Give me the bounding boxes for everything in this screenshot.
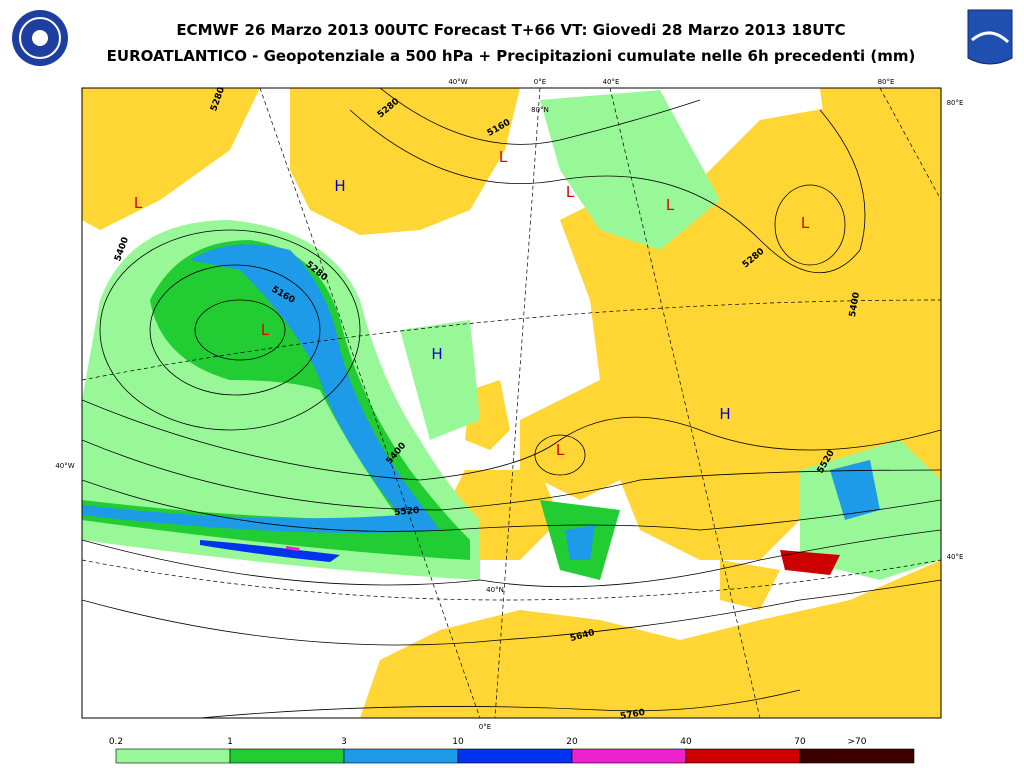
graticule-label: 40°E	[603, 78, 620, 86]
pressure-center: H	[431, 345, 442, 363]
legend-swatch	[571, 748, 687, 764]
legend-swatch	[685, 748, 801, 764]
legend-swatch	[343, 748, 459, 764]
pressure-center: L	[134, 194, 143, 212]
graticule-label: 40°E	[947, 553, 964, 561]
contour-label: 5520	[394, 506, 420, 518]
pressure-center: H	[334, 177, 345, 195]
graticule-label: 0°E	[534, 78, 546, 86]
graticule-label: 80°N	[531, 106, 549, 114]
legend-label: 0.2	[109, 737, 123, 747]
graticule-label: 80°E	[878, 78, 895, 86]
graticule-label: 0°E	[479, 723, 491, 731]
pressure-center: L	[499, 148, 508, 166]
legend-label: 70	[794, 737, 806, 747]
pressure-center: H	[719, 405, 730, 423]
right-logo	[967, 9, 1013, 65]
pressure-center: L	[801, 214, 810, 232]
legend-label: 10	[452, 737, 464, 747]
subtitle: EUROATLANTICO - Geopotenziale a 500 hPa …	[107, 47, 916, 65]
contour-label: 5400	[848, 291, 862, 317]
legend-swatch	[229, 748, 345, 764]
pressure-center: L	[261, 321, 270, 339]
graticule-label: 40°N	[486, 586, 504, 594]
graticule-label: 40°W	[448, 78, 467, 86]
pressure-center: L	[666, 196, 675, 214]
legend-label: >70	[848, 737, 867, 747]
map	[82, 88, 941, 718]
legend-label: 3	[341, 737, 347, 747]
legend: 0.2 1 3 10 20 40 70 >70	[109, 737, 915, 764]
pressure-center: L	[556, 441, 565, 459]
contour-label: 5760	[619, 708, 645, 722]
legend-swatch	[457, 748, 573, 764]
graticule-label: 40°W	[55, 462, 74, 470]
title: ECMWF 26 Marzo 2013 00UTC Forecast T+66 …	[176, 21, 845, 39]
legend-label: 40	[680, 737, 692, 747]
legend-swatch	[799, 748, 915, 764]
map-frame	[81, 87, 942, 719]
legend-label: 20	[566, 737, 578, 747]
left-logo	[12, 10, 68, 66]
pressure-center: L	[566, 183, 575, 201]
legend-label: 1	[227, 737, 233, 747]
legend-swatch	[115, 748, 231, 764]
graticule-label: 80°E	[947, 99, 964, 107]
